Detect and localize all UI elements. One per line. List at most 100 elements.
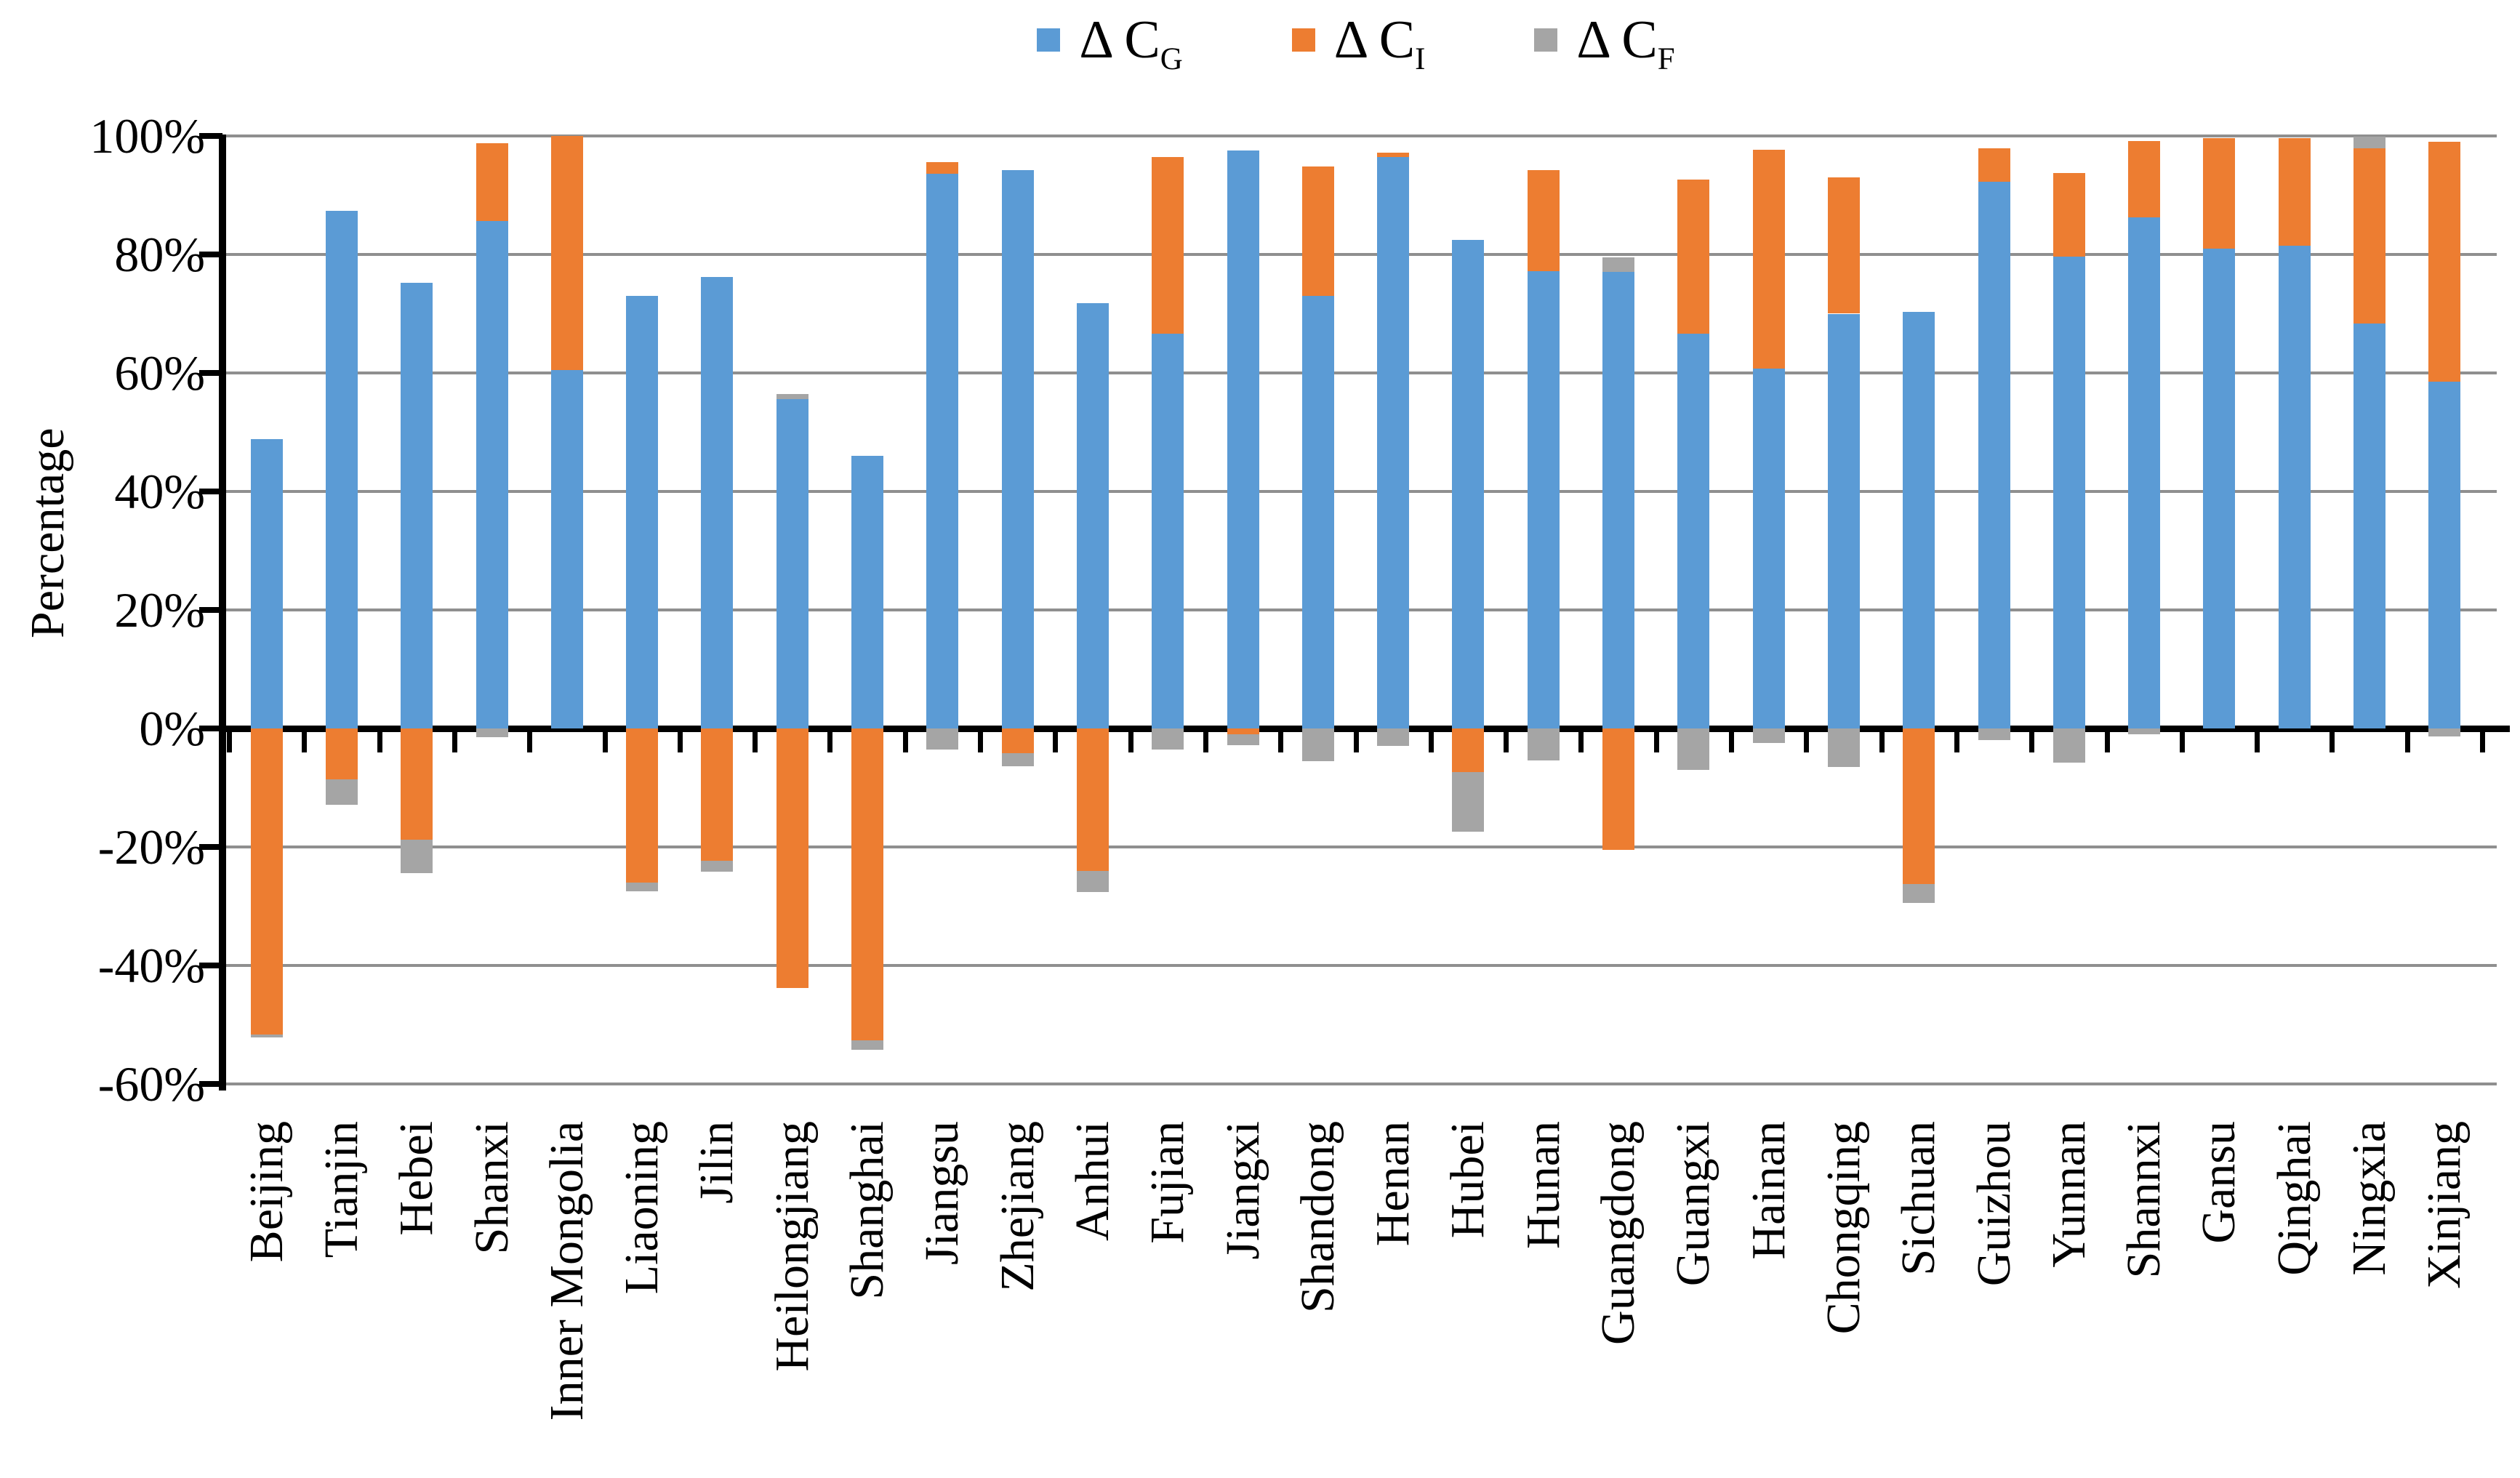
x-category-label: Jilin: [690, 1121, 744, 1204]
x-axis-tick: [978, 732, 983, 752]
bar-segment: [701, 860, 734, 872]
bar-segment: [1301, 166, 1334, 297]
x-axis-zero-line: [221, 726, 2510, 732]
legend-item-delta-ci: Δ CI: [1291, 9, 1426, 76]
x-category-label: Shanghai: [840, 1121, 894, 1300]
bar-segment: [1602, 728, 1635, 851]
bar-segment: [1301, 728, 1334, 761]
bar-segment: [1076, 728, 1109, 871]
bar-segment: [2354, 136, 2386, 149]
legend-label-cg: Δ CG: [1079, 9, 1183, 76]
bar-segment: [626, 882, 659, 892]
bar-segment: [1152, 334, 1184, 728]
legend-label-ci: Δ CI: [1333, 9, 1426, 76]
x-axis-tick: [1128, 732, 1133, 752]
legend-item-delta-cf: Δ CF: [1534, 9, 1675, 76]
bar-segment: [401, 728, 433, 840]
bar-segment: [550, 369, 583, 728]
x-category-label: Jiangxi: [1216, 1121, 1269, 1260]
x-category-label: Hubei: [1441, 1121, 1495, 1239]
x-category-label: Chongqing: [1816, 1121, 1870, 1335]
bar-segment: [250, 728, 283, 1035]
bar-segment: [1152, 728, 1184, 750]
y-tick-label: -20%: [97, 819, 205, 875]
x-axis-tick: [1053, 732, 1059, 752]
bar-segment: [1827, 313, 1860, 728]
x-axis-tick: [2029, 732, 2035, 752]
bar-segment: [2128, 728, 2161, 735]
x-category-label: Inner Mongolia: [539, 1121, 593, 1421]
bar-segment: [1827, 177, 1860, 314]
x-category-label: Fujian: [1141, 1121, 1195, 1244]
x-category-label: Qinghai: [2267, 1121, 2321, 1276]
gridline: [221, 964, 2497, 967]
gridline: [221, 846, 2497, 848]
x-category-label: Liaoning: [615, 1121, 669, 1295]
bar-segment: [1602, 257, 1635, 273]
bar-segment: [1301, 296, 1334, 728]
bar-segment: [2278, 245, 2311, 728]
bar-segment: [475, 728, 508, 738]
bar-segment: [550, 136, 583, 370]
bar-segment: [776, 728, 808, 988]
bar-segment: [1377, 152, 1410, 158]
bar-segment: [1152, 157, 1184, 334]
bar-segment: [2052, 728, 2085, 763]
bar-segment: [926, 161, 959, 174]
x-category-label: Tianjin: [314, 1121, 368, 1258]
bar-segment: [1377, 728, 1410, 746]
bar-segment: [2428, 728, 2461, 737]
bar-segment: [1001, 753, 1034, 767]
gridline: [221, 490, 2497, 493]
x-axis-tick: [1353, 732, 1359, 752]
y-axis-tick: [199, 726, 222, 731]
y-axis-tick: [199, 370, 222, 376]
bar-segment: [325, 779, 358, 806]
legend-swatch-ci: [1291, 28, 1315, 52]
bar-segment: [1978, 148, 2010, 182]
x-category-label: Henan: [1366, 1121, 1420, 1247]
bar-segment: [1001, 170, 1034, 728]
bar-segment: [1752, 149, 1785, 369]
x-category-label: Guangxi: [1666, 1121, 1720, 1287]
bar-segment: [1677, 180, 1710, 334]
x-category-label: Guangdong: [1592, 1121, 1645, 1345]
bar-segment: [1227, 728, 1259, 735]
x-axis-tick: [227, 732, 232, 752]
x-category-label: Zhejiang: [990, 1121, 1044, 1292]
bar-segment: [851, 1040, 884, 1050]
bar-segment: [701, 276, 734, 728]
bar-segment: [401, 840, 433, 873]
y-axis-tick: [199, 963, 222, 968]
bar-segment: [1978, 728, 2010, 741]
bar-segment: [2354, 324, 2386, 728]
bar-segment: [250, 1034, 283, 1037]
bar-segment: [2052, 172, 2085, 257]
y-tick-label: -40%: [97, 938, 205, 993]
bar-segment: [1227, 150, 1259, 728]
bar-segment: [1677, 728, 1710, 771]
bar-segment: [325, 728, 358, 780]
x-axis-tick: [1504, 732, 1509, 752]
bar-segment: [776, 398, 808, 728]
y-axis-tick: [199, 489, 222, 494]
x-category-label: Shannxi: [2117, 1121, 2171, 1279]
y-tick-label: 20%: [114, 582, 205, 638]
gridline: [221, 1083, 2497, 1085]
bar-segment: [1752, 369, 1785, 728]
bar-segment: [1903, 312, 1935, 728]
bar-segment: [1452, 240, 1485, 728]
bar-segment: [2052, 257, 2085, 728]
x-axis-tick: [527, 732, 533, 752]
y-tick-label: 40%: [114, 464, 205, 519]
x-category-label: Yunnan: [2042, 1121, 2095, 1268]
bar-segment: [1227, 734, 1259, 745]
x-category-label: Hainan: [1741, 1121, 1795, 1260]
bar-segment: [1677, 334, 1710, 728]
bar-segment: [1752, 728, 1785, 743]
x-category-label: Gansu: [2192, 1121, 2246, 1244]
x-axis-tick: [2480, 732, 2485, 752]
legend-label-cf: Δ CF: [1576, 9, 1675, 76]
bar-segment: [851, 456, 884, 728]
